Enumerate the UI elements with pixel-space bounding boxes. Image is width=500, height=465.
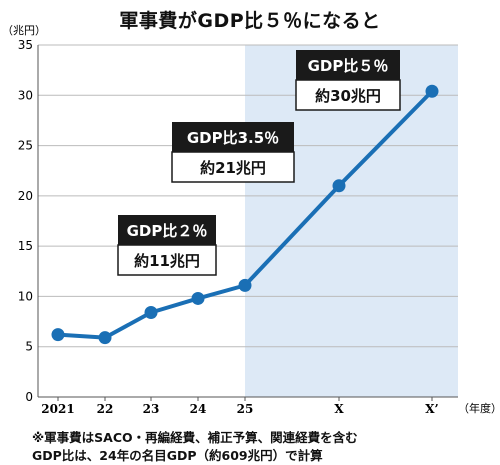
y-tick-label: 10 (18, 289, 33, 303)
annotation-box: GDP比3.5％ 約21兆円 (171, 122, 295, 183)
y-unit-label: （兆円） (2, 24, 46, 37)
data-point (191, 291, 205, 305)
data-point (51, 328, 65, 342)
annotation-box: GDP比５％ 約30兆円 (295, 50, 401, 111)
y-tick-label: 20 (18, 189, 33, 203)
data-point (425, 84, 439, 98)
annotation-amount-bg (117, 244, 217, 276)
annotation-amount: 約30兆円 (315, 87, 381, 105)
annotation-boxes: GDP比２％ 約11兆円 GDP比3.5％ 約21兆円 GDP比５％ 約30兆円 (117, 50, 401, 276)
annotation-amount-bg (171, 151, 295, 183)
annotation-ratio-bg (296, 50, 400, 80)
annotation-amount: 約21兆円 (200, 159, 266, 177)
y-tick-labels: 0 5 10 15 20 25 30 35 (18, 38, 33, 404)
y-tick-label: 15 (18, 239, 33, 253)
x-tick-label: 24 (190, 402, 207, 416)
y-tick-label: 5 (25, 340, 33, 354)
footnote-1: ※軍事費はSACO・再編経費、補正予算、関連経費を含む (32, 430, 358, 445)
annotation-box: GDP比２％ 約11兆円 (117, 215, 217, 276)
annotation-ratio-bg (118, 215, 216, 245)
y-tick-label: 35 (18, 38, 33, 52)
y-tick-label: 0 (25, 390, 33, 404)
data-point (238, 278, 252, 292)
x-tick-label: X’ (425, 402, 439, 416)
annotation-amount: 約11兆円 (134, 252, 200, 270)
chart-title: 軍事費がGDP比５％になると (119, 10, 381, 32)
annotation-amount-bg (295, 79, 401, 111)
data-point (144, 306, 158, 320)
annotation-ratio: GDP比２％ (127, 222, 208, 240)
x-tick-labels: 2021 22 23 24 25 X X’ (41, 397, 439, 416)
x-tick-label: 23 (143, 402, 160, 416)
annotation-ratio-bg (172, 122, 294, 152)
y-tick-label: 25 (18, 139, 33, 153)
x-tick-label: 25 (237, 402, 254, 416)
data-point (98, 331, 112, 345)
x-unit-label: （年度） (458, 401, 500, 415)
annotation-ratio: GDP比3.5％ (187, 129, 279, 147)
x-tick-label: 22 (97, 402, 114, 416)
annotation-ratio: GDP比５％ (308, 57, 389, 75)
y-tick-label: 30 (18, 88, 33, 102)
x-tick-label: X (334, 402, 344, 416)
x-tick-label: 2021 (41, 402, 74, 416)
footnote-2: GDP比は、24年の名目GDP（約609兆円）で計算 (32, 448, 323, 463)
data-points (51, 84, 439, 345)
data-point (332, 179, 346, 193)
